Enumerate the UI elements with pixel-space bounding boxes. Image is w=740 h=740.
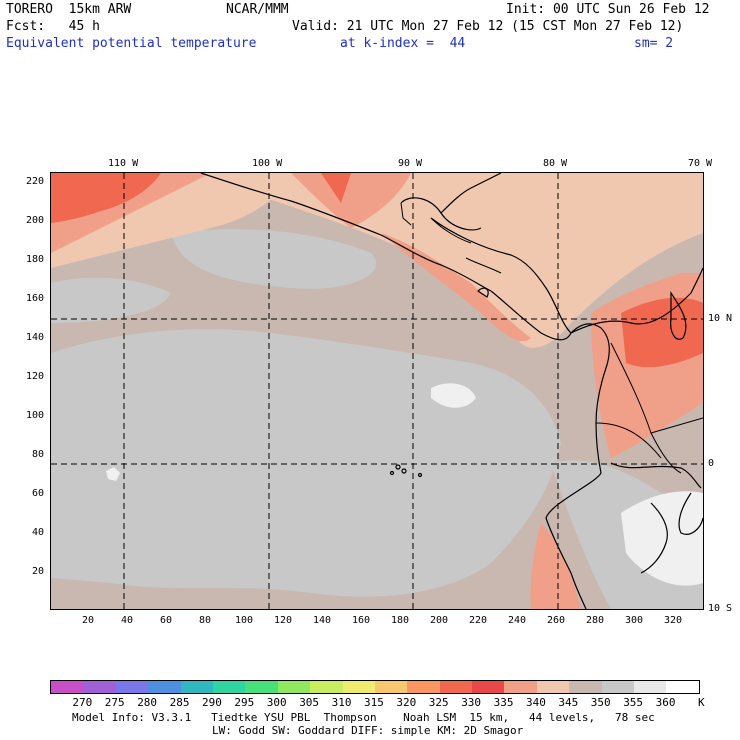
model-name: TORERO 15km ARW xyxy=(6,2,132,17)
lon-label-100w: 100 W xyxy=(252,158,283,169)
colorbar-swatch xyxy=(115,681,149,693)
y-tick: 160 xyxy=(26,293,45,304)
colorbar-label: 310 xyxy=(331,696,352,709)
colorbar-swatch xyxy=(601,681,635,693)
colorbar-swatch xyxy=(245,681,278,693)
colorbar xyxy=(50,680,700,694)
colorbar-label: 355 xyxy=(623,696,644,709)
x-tick: 80 xyxy=(199,615,212,626)
lat-label-10n: 10 N xyxy=(708,313,733,324)
colorbar-swatch xyxy=(342,681,375,693)
x-tick: 200 xyxy=(430,615,449,626)
smoothing-info: sm= 2 xyxy=(634,36,674,51)
model-info-line2: LW: Godd SW: Goddard DIFF: simple KM: 2D… xyxy=(212,724,524,737)
field-warm-central-america xyxy=(201,173,703,348)
x-tick: 280 xyxy=(586,615,605,626)
field-name: Equivalent potential temperature xyxy=(6,36,257,51)
forecast-hour: Fcst: 45 h xyxy=(6,19,100,34)
colorbar-label: 280 xyxy=(137,696,158,709)
lat-label-10s: 10 S xyxy=(708,603,733,614)
country-borders xyxy=(400,202,703,474)
x-tick: 160 xyxy=(352,615,371,626)
theta-e-map xyxy=(50,172,704,610)
y-tick: 80 xyxy=(32,449,45,460)
lon-label-90w: 90 W xyxy=(398,158,423,169)
colorbar-label: 275 xyxy=(104,696,125,709)
x-tick: 20 xyxy=(82,615,95,626)
colorbar-label: 325 xyxy=(428,696,449,709)
colorbar-unit: K xyxy=(698,696,705,709)
x-tick: 300 xyxy=(625,615,644,626)
y-tick: 20 xyxy=(32,566,45,577)
field-warm-northwest xyxy=(51,173,291,268)
lat-lon-grid xyxy=(51,173,703,609)
colorbar-swatch xyxy=(374,681,408,693)
y-tick: 180 xyxy=(26,254,45,265)
colorbar-label: 295 xyxy=(234,696,255,709)
colorbar-label: 360 xyxy=(655,696,676,709)
colorbar-swatch xyxy=(536,681,570,693)
model-info-line1: Model Info: V3.3.1 Tiedtke YSU PBL Thomp… xyxy=(72,711,655,724)
colorbar-swatch xyxy=(666,681,699,693)
colorbar-label: 345 xyxy=(558,696,579,709)
x-tick: 140 xyxy=(313,615,332,626)
x-tick: 220 xyxy=(469,615,488,626)
y-tick: 200 xyxy=(26,215,45,226)
map-canvas xyxy=(51,173,703,609)
colorbar-swatch xyxy=(504,681,537,693)
y-tick: 220 xyxy=(26,176,45,187)
x-tick: 100 xyxy=(235,615,254,626)
colorbar-label: 330 xyxy=(461,696,482,709)
colorbar-label: 335 xyxy=(493,696,514,709)
lon-label-110w: 110 W xyxy=(108,158,139,169)
y-tick: 40 xyxy=(32,527,45,538)
x-tick: 120 xyxy=(274,615,293,626)
colorbar-label: 290 xyxy=(202,696,222,709)
colorbar-swatch xyxy=(634,681,667,693)
colorbar-label: 320 xyxy=(396,696,417,709)
colorbar-label: 340 xyxy=(526,696,546,709)
colorbar-swatch xyxy=(310,681,343,693)
level-info: at k-index = 44 xyxy=(340,36,466,51)
lon-label-70w: 70 W xyxy=(688,158,713,169)
colorbar-swatch xyxy=(148,681,181,693)
y-tick: 60 xyxy=(32,488,45,499)
x-tick: 180 xyxy=(391,615,410,626)
colorbar-swatch xyxy=(212,681,246,693)
organization: NCAR/MMM xyxy=(226,2,289,17)
y-tick: 120 xyxy=(26,371,45,382)
x-tick: 60 xyxy=(160,615,173,626)
colorbar-swatch xyxy=(180,681,213,693)
colorbar-swatch xyxy=(472,681,505,693)
init-time: Init: 00 UTC Sun 26 Feb 12 xyxy=(506,2,710,17)
colorbar-label: 315 xyxy=(364,696,384,709)
colorbar-swatch xyxy=(407,681,440,693)
x-tick: 260 xyxy=(547,615,566,626)
colorbar-label: 285 xyxy=(169,696,190,709)
colorbar-swatch xyxy=(83,681,116,693)
y-tick: 140 xyxy=(26,332,45,343)
valid-time: Valid: 21 UTC Mon 27 Feb 12 (15 CST Mon … xyxy=(292,19,684,34)
x-tick: 320 xyxy=(664,615,683,626)
y-tick: 100 xyxy=(26,410,45,421)
x-tick: 240 xyxy=(508,615,527,626)
lon-label-80w: 80 W xyxy=(543,158,568,169)
colorbar-swatch xyxy=(51,681,84,693)
colorbar-swatch xyxy=(569,681,602,693)
lat-label-0: 0 xyxy=(708,458,715,469)
colorbar-swatch xyxy=(277,681,311,693)
field-white-regions xyxy=(106,383,703,586)
colorbar-label: 350 xyxy=(590,696,611,709)
colorbar-swatch xyxy=(439,681,473,693)
coastlines xyxy=(200,173,703,609)
colorbar-label: 300 xyxy=(266,696,287,709)
colorbar-label: 270 xyxy=(72,696,93,709)
x-tick: 40 xyxy=(121,615,134,626)
colorbar-label: 305 xyxy=(299,696,320,709)
